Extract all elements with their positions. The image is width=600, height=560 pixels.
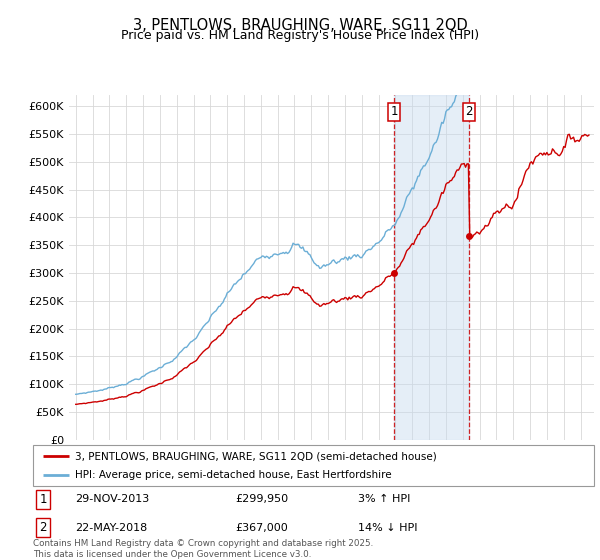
Text: £367,000: £367,000 [235, 522, 288, 533]
Text: 14% ↓ HPI: 14% ↓ HPI [358, 522, 418, 533]
Text: 1: 1 [390, 105, 398, 118]
Text: 3, PENTLOWS, BRAUGHING, WARE, SG11 2QD (semi-detached house): 3, PENTLOWS, BRAUGHING, WARE, SG11 2QD (… [75, 451, 437, 461]
Text: 22-MAY-2018: 22-MAY-2018 [75, 522, 148, 533]
Text: 1: 1 [40, 493, 47, 506]
Text: 3, PENTLOWS, BRAUGHING, WARE, SG11 2QD: 3, PENTLOWS, BRAUGHING, WARE, SG11 2QD [133, 18, 467, 33]
Text: HPI: Average price, semi-detached house, East Hertfordshire: HPI: Average price, semi-detached house,… [75, 470, 392, 480]
Text: 29-NOV-2013: 29-NOV-2013 [75, 494, 149, 505]
Text: Contains HM Land Registry data © Crown copyright and database right 2025.
This d: Contains HM Land Registry data © Crown c… [33, 539, 373, 559]
Bar [394, 95, 469, 440]
Text: 2: 2 [40, 521, 47, 534]
FancyBboxPatch shape [33, 445, 594, 486]
Text: 2: 2 [466, 105, 473, 118]
Text: 3% ↑ HPI: 3% ↑ HPI [358, 494, 411, 505]
Text: £299,950: £299,950 [235, 494, 288, 505]
Text: Price paid vs. HM Land Registry's House Price Index (HPI): Price paid vs. HM Land Registry's House … [121, 29, 479, 42]
